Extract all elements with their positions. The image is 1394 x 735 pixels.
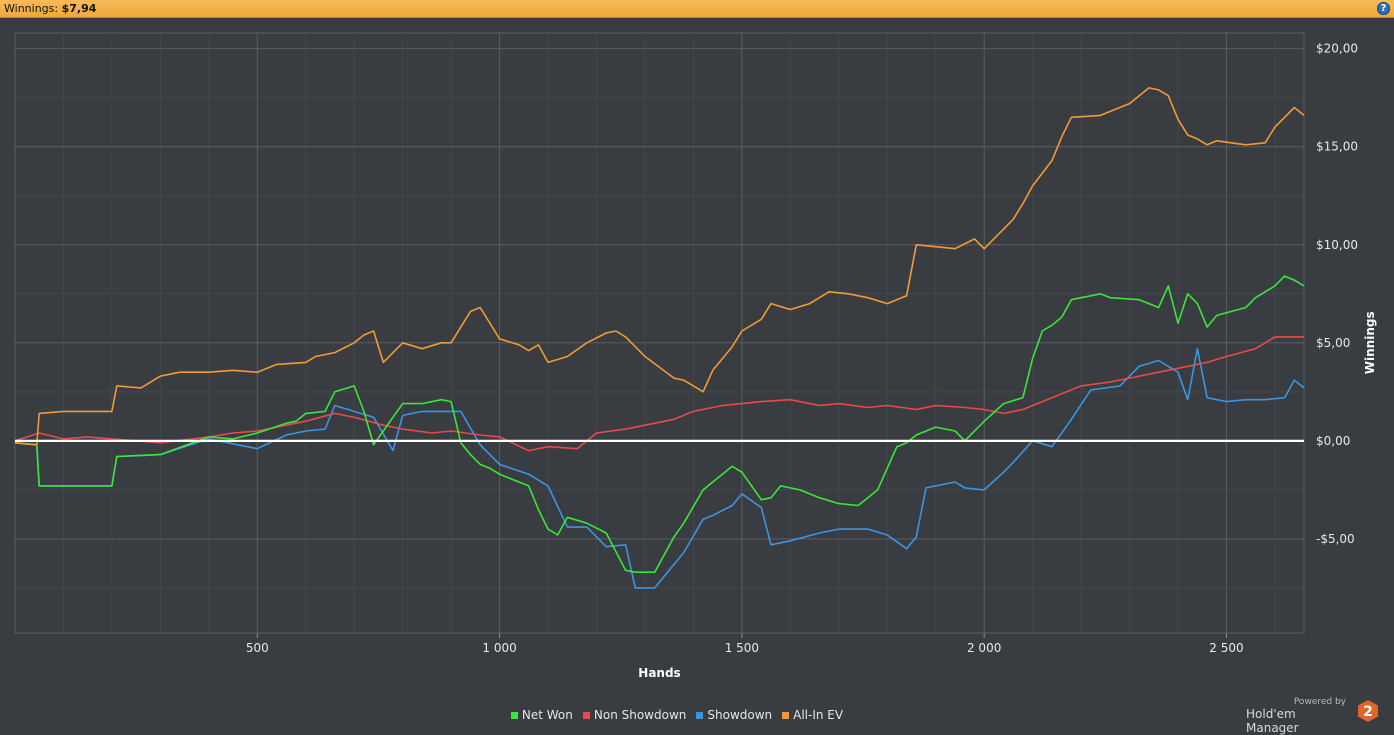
- legend-swatch: [510, 711, 518, 719]
- chart-legend: Net Won Non Showdown Showdown All-In EV: [0, 708, 1354, 722]
- legend-swatch: [582, 711, 590, 719]
- y-tick-label: $15,00: [1316, 140, 1358, 154]
- series-line-all-in-ev: [14, 87, 1305, 446]
- legend-swatch: [696, 711, 704, 719]
- x-tick-label: 500: [246, 641, 269, 655]
- legend-item[interactable]: Net Won: [510, 708, 573, 722]
- brand-name: Hold'em Manager: [1246, 707, 1299, 735]
- x-axis-title: Hands: [638, 666, 680, 680]
- legend-swatch: [782, 711, 790, 719]
- legend-label: Non Showdown: [593, 708, 687, 722]
- plot-area: [14, 32, 1305, 634]
- legend-item[interactable]: All-In EV: [782, 708, 843, 722]
- y-tick-label: $0,00: [1316, 434, 1350, 448]
- y-tick-label: $20,00: [1316, 42, 1358, 56]
- powered-by-label: Powered by: [1293, 697, 1346, 707]
- winnings-value: $7,94: [61, 2, 97, 15]
- y-axis-title: Winnings: [1363, 311, 1377, 374]
- y-tick-label: $5,00: [1316, 336, 1350, 350]
- x-tick-label: 2 500: [1209, 641, 1243, 655]
- x-tick-label: 2 000: [967, 641, 1001, 655]
- y-tick-label: -$5,00: [1316, 532, 1355, 546]
- series-line-showdown: [14, 347, 1305, 589]
- winnings-chart: 500 1 000 1 500 2 000 2 500 -$5,00 $0,00 $5,00 $…: [14, 32, 1377, 680]
- brand-badge: Powered by Hold'em Manager 2: [1246, 697, 1386, 735]
- series-line-net-won: [14, 275, 1305, 573]
- logo-glyph: 2: [1363, 704, 1373, 720]
- summary-bar: Winnings: $7,94 ?: [0, 0, 1394, 18]
- holdem-manager-logo-icon: 2: [1358, 700, 1378, 722]
- legend-item[interactable]: Showdown: [696, 708, 772, 722]
- y-tick-label: $10,00: [1316, 238, 1358, 252]
- winnings-summary: Winnings: $7,94: [4, 0, 96, 17]
- legend-label: All-In EV: [793, 708, 844, 722]
- x-tick-label: 1 000: [482, 641, 516, 655]
- legend-item[interactable]: Non Showdown: [582, 708, 687, 722]
- winnings-label: Winnings:: [4, 2, 59, 15]
- x-tick-label: 1 500: [725, 641, 759, 655]
- legend-label: Showdown: [707, 708, 773, 722]
- legend-label: Net Won: [521, 708, 573, 722]
- help-icon[interactable]: ?: [1377, 2, 1390, 15]
